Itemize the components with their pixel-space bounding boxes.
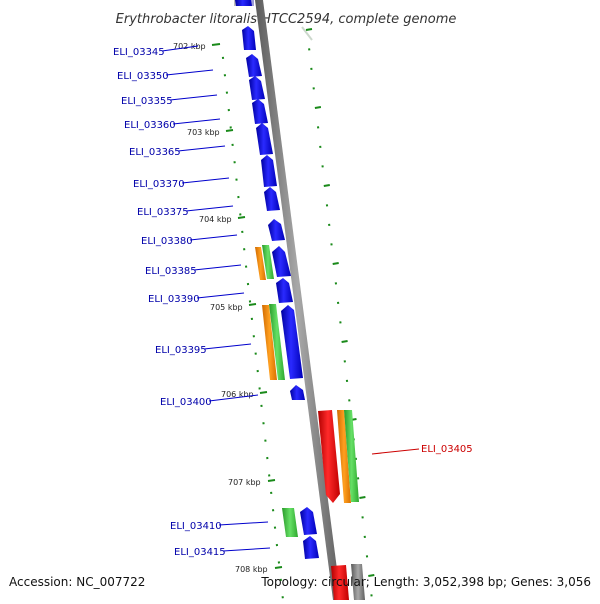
leader-line	[182, 178, 229, 183]
kbp-label-705: 705 kbp	[210, 303, 243, 312]
kbp-label-707: 707 kbp	[228, 478, 261, 487]
kbp-tick-707	[268, 480, 275, 481]
gene-label-eli-03415[interactable]: ELI_03415	[174, 547, 226, 558]
kbp-tick-702	[212, 44, 220, 45]
gene-label-eli-03395[interactable]: ELI_03395	[155, 345, 207, 356]
gene-label-eli-03390[interactable]: ELI_03390	[148, 294, 200, 305]
topology-text: Topology: circular; Length: 3,052,398 bp…	[260, 575, 591, 589]
leader-line	[219, 522, 268, 525]
gene-label-eli-03410[interactable]: ELI_03410	[170, 521, 222, 532]
kbp-label-704: 704 kbp	[199, 215, 232, 224]
kbp-tick-706	[260, 392, 267, 393]
leader-line	[223, 548, 270, 551]
ring-tick	[306, 29, 312, 30]
gene-label-eli-03385[interactable]: ELI_03385	[145, 266, 197, 277]
gene-label-eli-03350[interactable]: ELI_03350	[117, 71, 169, 82]
ring-tick	[333, 263, 339, 264]
leader-line	[178, 146, 225, 151]
cds-arrow-eli-03370[interactable]	[261, 155, 277, 187]
cds-arrow-eli-03410[interactable]	[300, 507, 317, 535]
gene-label-eli-03380[interactable]: ELI_03380	[141, 236, 193, 247]
ring-tick	[359, 497, 365, 498]
green-feature-4[interactable]	[282, 508, 298, 537]
cds-arrow-eli-03380[interactable]	[268, 219, 285, 241]
cds-arrow-eli-03345[interactable]	[242, 26, 256, 50]
ring-tick	[342, 341, 348, 342]
leader-line	[204, 344, 251, 349]
cds-arrow-eli-03355[interactable]	[249, 76, 265, 100]
leader-line	[197, 293, 244, 298]
cds-arrow-eli-03375[interactable]	[264, 187, 280, 211]
gene-label-eli-03365[interactable]: ELI_03365	[129, 147, 181, 158]
cds-arrow-eli-03365[interactable]	[256, 123, 273, 155]
gene-label-eli-03375[interactable]: ELI_03375	[137, 207, 189, 218]
outer-tick-ring	[306, 29, 374, 596]
gene-label-eli-03355[interactable]: ELI_03355	[121, 96, 173, 107]
leader-line	[194, 265, 241, 270]
gene-label-eli-03370[interactable]: ELI_03370	[133, 179, 185, 190]
leader-line	[190, 235, 237, 240]
kbp-tick-708	[275, 567, 282, 568]
kbp-label-703: 703 kbp	[187, 128, 220, 137]
ring-tick	[324, 185, 330, 186]
kbp-label-708: 708 kbp	[235, 565, 268, 574]
leader-line	[166, 70, 213, 75]
gene-label-eli-03405[interactable]: ELI_03405	[421, 444, 473, 455]
leader-line	[173, 119, 220, 124]
leader-line	[186, 206, 233, 211]
leader-line	[170, 95, 217, 100]
kbp-tick-704	[238, 217, 245, 218]
cds-arrow-eli-03415[interactable]	[303, 536, 319, 559]
cds-arrow-eli-03360[interactable]	[252, 99, 268, 124]
cds-arrow-eli-03400[interactable]	[290, 385, 305, 400]
map-title: Erythrobacter litoralis HTCC2594, comple…	[116, 12, 457, 27]
cds-arrow-eli-03350[interactable]	[246, 54, 262, 77]
leader-line	[372, 449, 419, 454]
accession-text: Accession: NC_007722	[9, 575, 145, 589]
gene-label-eli-03345[interactable]: ELI_03345	[113, 47, 165, 58]
gene-label-eli-03400[interactable]: ELI_03400	[160, 397, 212, 408]
kbp-tick-703	[226, 130, 233, 131]
gene-label-eli-03360[interactable]: ELI_03360	[124, 120, 176, 131]
cds-arrow-eli-03390[interactable]	[276, 278, 293, 303]
ring-tick	[315, 107, 321, 108]
kbp-tick-705	[249, 304, 256, 305]
cds-arrow-top[interactable]	[235, 0, 252, 6]
kbp-label-702: 702 kbp	[173, 42, 206, 51]
